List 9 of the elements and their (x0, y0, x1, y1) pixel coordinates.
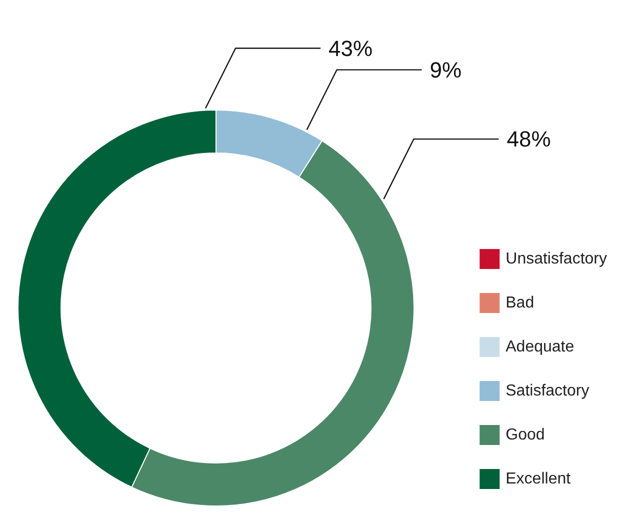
data-label: 43% (328, 36, 373, 61)
legend-label: Excellent (506, 470, 572, 488)
legend-label: Bad (506, 294, 534, 312)
legend-label: Adequate (506, 338, 574, 356)
legend-label: Satisfactory (506, 382, 590, 400)
data-label: 9% (430, 57, 462, 82)
legend-label: Unsatisfactory (506, 250, 608, 268)
legend-label: Good (506, 426, 545, 444)
data-label: 48% (506, 126, 551, 152)
